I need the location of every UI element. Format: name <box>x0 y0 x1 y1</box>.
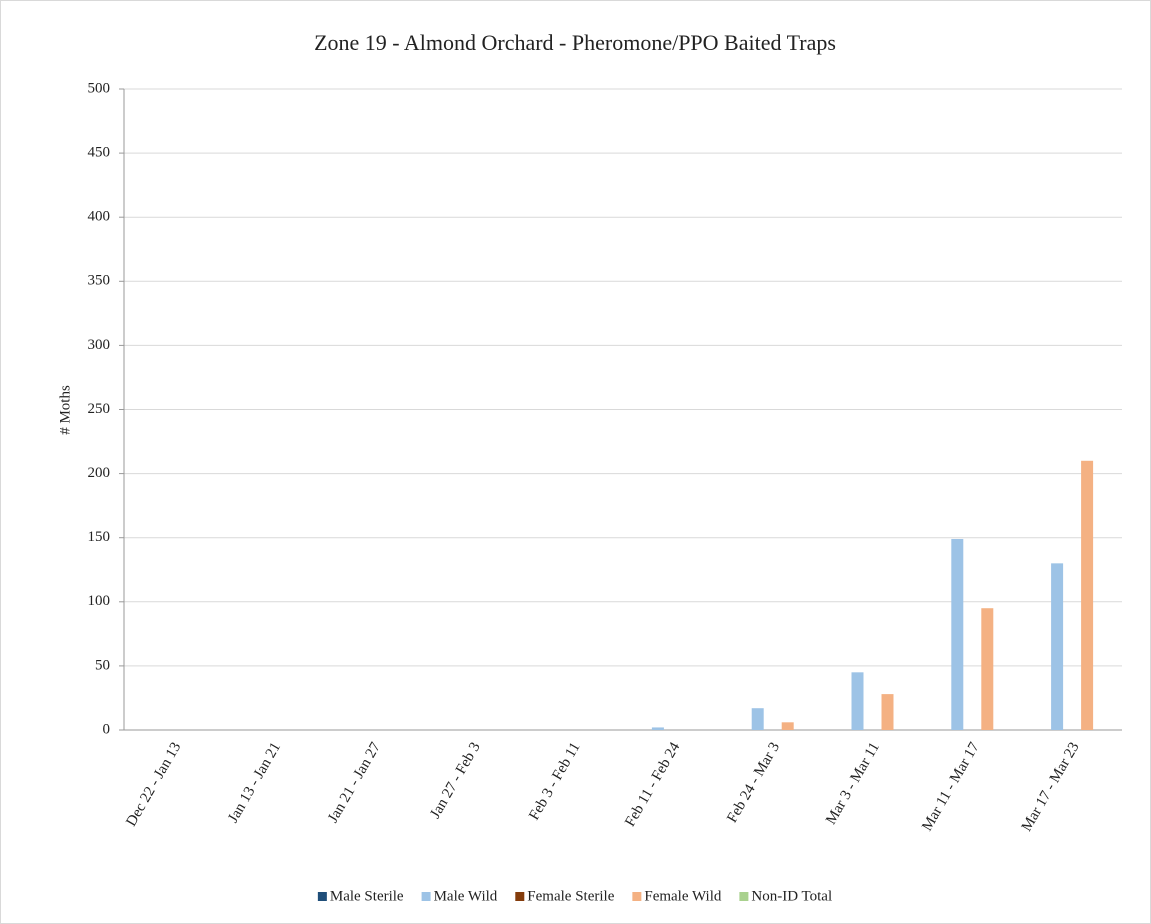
legend-swatch <box>632 892 642 901</box>
y-tick-label: 150 <box>88 529 111 545</box>
legend-swatch <box>421 892 431 901</box>
y-tick-label: 200 <box>88 465 111 481</box>
legend-swatch <box>317 892 327 901</box>
y-tick-label: 350 <box>88 273 111 289</box>
y-tick-label: 300 <box>88 337 111 353</box>
bar <box>951 538 964 730</box>
bar <box>1051 563 1064 730</box>
y-tick-label: 50 <box>95 657 110 673</box>
bar <box>981 608 994 730</box>
y-tick-label: 500 <box>88 80 111 96</box>
legend-label: Female Wild <box>644 888 722 904</box>
y-tick-label: 250 <box>88 401 111 417</box>
bar <box>781 722 794 730</box>
y-axis-label: # Moths <box>57 385 73 435</box>
legend-label: Male Sterile <box>330 888 404 904</box>
bar <box>1081 460 1094 730</box>
bar <box>751 708 764 730</box>
y-tick-label: 0 <box>103 721 111 737</box>
y-tick-label: 400 <box>88 209 111 225</box>
legend-swatch <box>515 892 525 901</box>
chart-title: Zone 19 - Almond Orchard - Pheromone/PPO… <box>314 30 836 55</box>
bar <box>651 727 664 730</box>
bar <box>881 694 894 730</box>
legend-swatch <box>739 892 749 901</box>
legend-label: Female Sterile <box>527 888 614 904</box>
legend-label: Non-ID Total <box>751 888 832 904</box>
bar <box>851 672 864 730</box>
legend-label: Male Wild <box>434 888 498 904</box>
y-tick-label: 100 <box>88 593 111 609</box>
y-tick-label: 450 <box>88 145 111 161</box>
